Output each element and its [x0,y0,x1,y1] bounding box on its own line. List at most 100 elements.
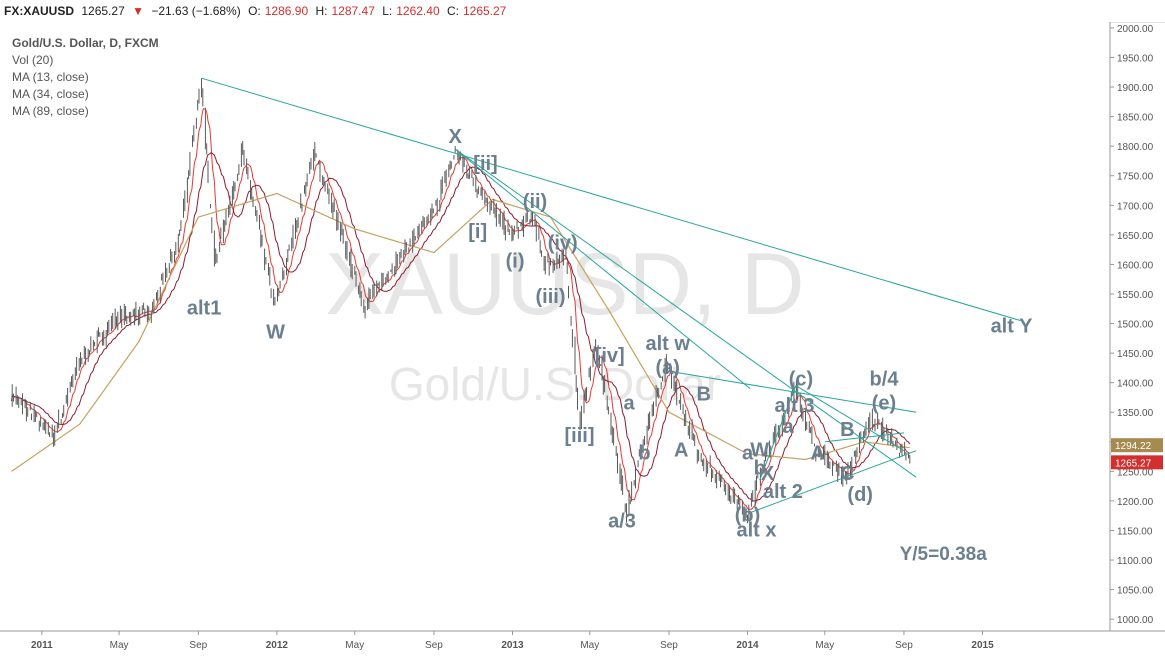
y-tick-label: 1850.00 [1117,113,1154,124]
close-label: C: [446,4,459,18]
last-price: 1265.27 [81,4,125,18]
y-tick-label: 1150.00 [1117,526,1153,537]
trendlines[interactable] [201,77,1021,514]
last-price-tag-text: 1265.27 [1115,458,1152,469]
wave-label: alt x [736,519,776,541]
symbol-header: FX:XAUUSD 1265.27 ▼ −21.63 (−1.68%) O: 12… [0,0,1165,23]
legend-title[interactable]: Gold/U.S. Dollar, D, FXCM [12,36,159,50]
y-tick-label: 1100.00 [1117,556,1153,567]
symbol-name[interactable]: FX:XAUUSD [4,4,75,18]
y-tick-label: 1350.00 [1117,408,1154,419]
legend-ma13[interactable]: MA (13, close) [12,70,89,84]
wave-label: a/3 [608,511,636,533]
legend-ma89[interactable]: MA (89, close) [12,104,89,118]
y-tick-label: 1800.00 [1117,142,1154,153]
wave-label: B [840,419,854,441]
wave-label: alt 3 [774,395,814,417]
price-tags: 1294.22 1265.27 [1111,438,1163,470]
legend-ma34[interactable]: MA (34, close) [12,87,89,101]
x-tick-label: May [345,640,364,651]
wave-label: (i) [506,250,525,272]
x-tick-label: 2015 [971,640,994,651]
wave-label: [iii] [565,425,595,447]
y-tick-label: 1650.00 [1117,231,1154,242]
ma89-line [11,192,910,472]
y-tick-label: 1550.00 [1117,290,1154,301]
y-tick-label: 1600.00 [1117,260,1154,271]
wave-label: alt w [645,333,690,355]
y-tick-label: 1050.00 [1117,586,1154,597]
y-tick-label: 1000.00 [1117,615,1154,626]
ma-price-tag [1111,438,1163,453]
wave-label: b [638,443,650,465]
ma-price-tag-text: 1294.22 [1115,441,1152,452]
ma34-line [11,152,911,502]
wave-label: W [750,440,769,462]
y-tick-label: 1750.00 [1117,172,1154,183]
wave-label: a [783,416,795,438]
price-axis[interactable]: 1000.00 1050.00 1100.00 1150.00 1200.00 1250.… [1110,24,1154,626]
x-tick-label: 2013 [501,640,524,651]
wave-label: [ii] [473,153,497,175]
wave-label: (c) [789,369,813,391]
x-tick-label: Sep [189,640,207,651]
price-chart[interactable]: XAUUSD, D Gold/U.S. Dollar alt1WX[ii][i]… [0,22,1165,658]
trendline [201,77,1021,322]
x-tick-label: Sep [660,640,678,651]
wave-label: (iv) [548,233,578,255]
trendline [759,385,797,481]
y-tick-label: 1450.00 [1117,349,1154,360]
low-label: L: [382,4,393,18]
wave-label: alt1 [187,298,221,320]
x-tick-label: 2011 [31,640,53,651]
wave-label: C [840,463,854,485]
trendline [824,432,905,443]
wave-label: alt 2 [763,481,803,503]
y-tick-label: 1400.00 [1117,379,1154,390]
open-label: O: [248,4,261,18]
wave-label: Y/5=0.38a [900,544,988,565]
x-tick-label: Sep [425,640,443,651]
wave-label: b/4 [870,369,900,391]
open-value: 1286.90 [264,4,309,18]
y-tick-label: 1900.00 [1117,83,1154,94]
wave-label: X [761,463,775,485]
trendline [454,148,751,389]
y-tick-label: 1500.00 [1117,320,1154,331]
last-price-tag [1111,455,1163,470]
time-axis[interactable]: 2011 May Sep 2012 May Sep 2013 May Sep 2014 May Sep… [31,631,994,651]
down-arrow-icon: ▼ [132,4,144,18]
wave-label: (b) [735,505,761,527]
wave-label: a [742,443,754,465]
x-tick-label: 2012 [266,640,289,651]
candlesticks [11,78,911,524]
wave-label: B [696,383,710,405]
wave-label: alt Y [991,315,1034,337]
x-tick-label: May [580,640,599,651]
legend-vol[interactable]: Vol (20) [12,53,53,67]
x-tick-label: 2014 [736,640,759,651]
trendline [454,148,917,478]
high-label: H: [315,4,328,18]
wave-label: [iv] [595,345,625,367]
wave-label: X [449,126,463,148]
wave-label: (iii) [536,286,566,308]
x-tick-label: May [815,640,834,651]
low-value: 1262.40 [396,4,440,18]
wave-label: (ii) [523,191,547,213]
trendline [749,450,917,514]
price-change: −21.63 (−1.68%) [151,4,241,18]
high-value: 1287.47 [331,4,375,18]
x-tick-label: May [110,640,129,651]
wave-label: A [674,440,688,462]
wave-label: (a) [655,357,679,379]
wave-label: (e) [872,392,896,414]
x-tick-label: Sep [895,640,913,651]
close-value: 1265.27 [462,4,507,18]
y-tick-label: 1200.00 [1117,497,1154,508]
wave-label: b [754,457,766,479]
trendline [795,385,905,452]
wave-label: a [623,392,635,414]
y-tick-label: 1250.00 [1117,467,1154,478]
indicator-legend: Gold/U.S. Dollar, D, FXCM Vol (20) MA (1… [12,36,159,118]
